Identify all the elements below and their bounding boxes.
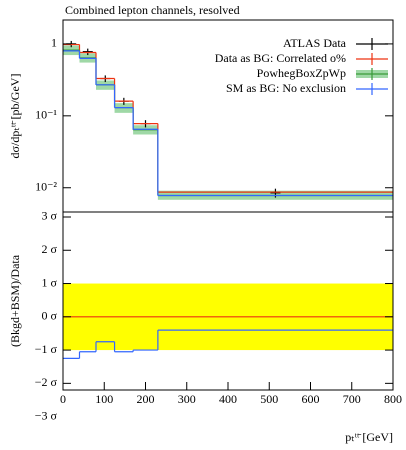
y-tick-label: 10⁻¹ (35, 108, 57, 122)
x-tick-label: 800 (384, 392, 402, 406)
x-tick-label: 300 (178, 392, 196, 406)
x-tick-label: 700 (343, 392, 361, 406)
y-tick-label: 1 (51, 36, 57, 50)
legend-label: SM as BG: No exclusion (226, 81, 346, 95)
y-tick-label: 10⁻² (35, 179, 57, 193)
legend-label: ATLAS Data (283, 36, 347, 50)
x-tick-label: 600 (302, 392, 320, 406)
legend-label: PowhegBoxZpWp (257, 66, 346, 80)
x-axis-label: pₜᵗᵗ̄ [GeV] (345, 430, 393, 444)
x-tick-label: 500 (260, 392, 278, 406)
y-tick-label: −3 σ (35, 408, 58, 422)
y-axis-label: (Bkgd+BSM)/Data (8, 254, 22, 347)
chart-title: Combined lepton channels, resolved (65, 3, 240, 17)
x-tick-label: 200 (137, 392, 155, 406)
y-tick-label: 0 σ (42, 309, 58, 323)
y-axis-label: dσ/dpₜᵗᵗ̄ [pb/GeV] (8, 74, 22, 159)
y-tick-label: −1 σ (35, 342, 58, 356)
y-tick-label: 2 σ (42, 242, 58, 256)
legend-label: Data as BG: Correlated o% (215, 51, 346, 65)
y-tick-label: 3 σ (42, 209, 58, 223)
y-tick-label: 1 σ (42, 275, 58, 289)
y-tick-label: −2 σ (35, 375, 58, 389)
x-tick-label: 400 (219, 392, 237, 406)
x-tick-label: 0 (60, 392, 66, 406)
x-tick-label: 100 (95, 392, 113, 406)
